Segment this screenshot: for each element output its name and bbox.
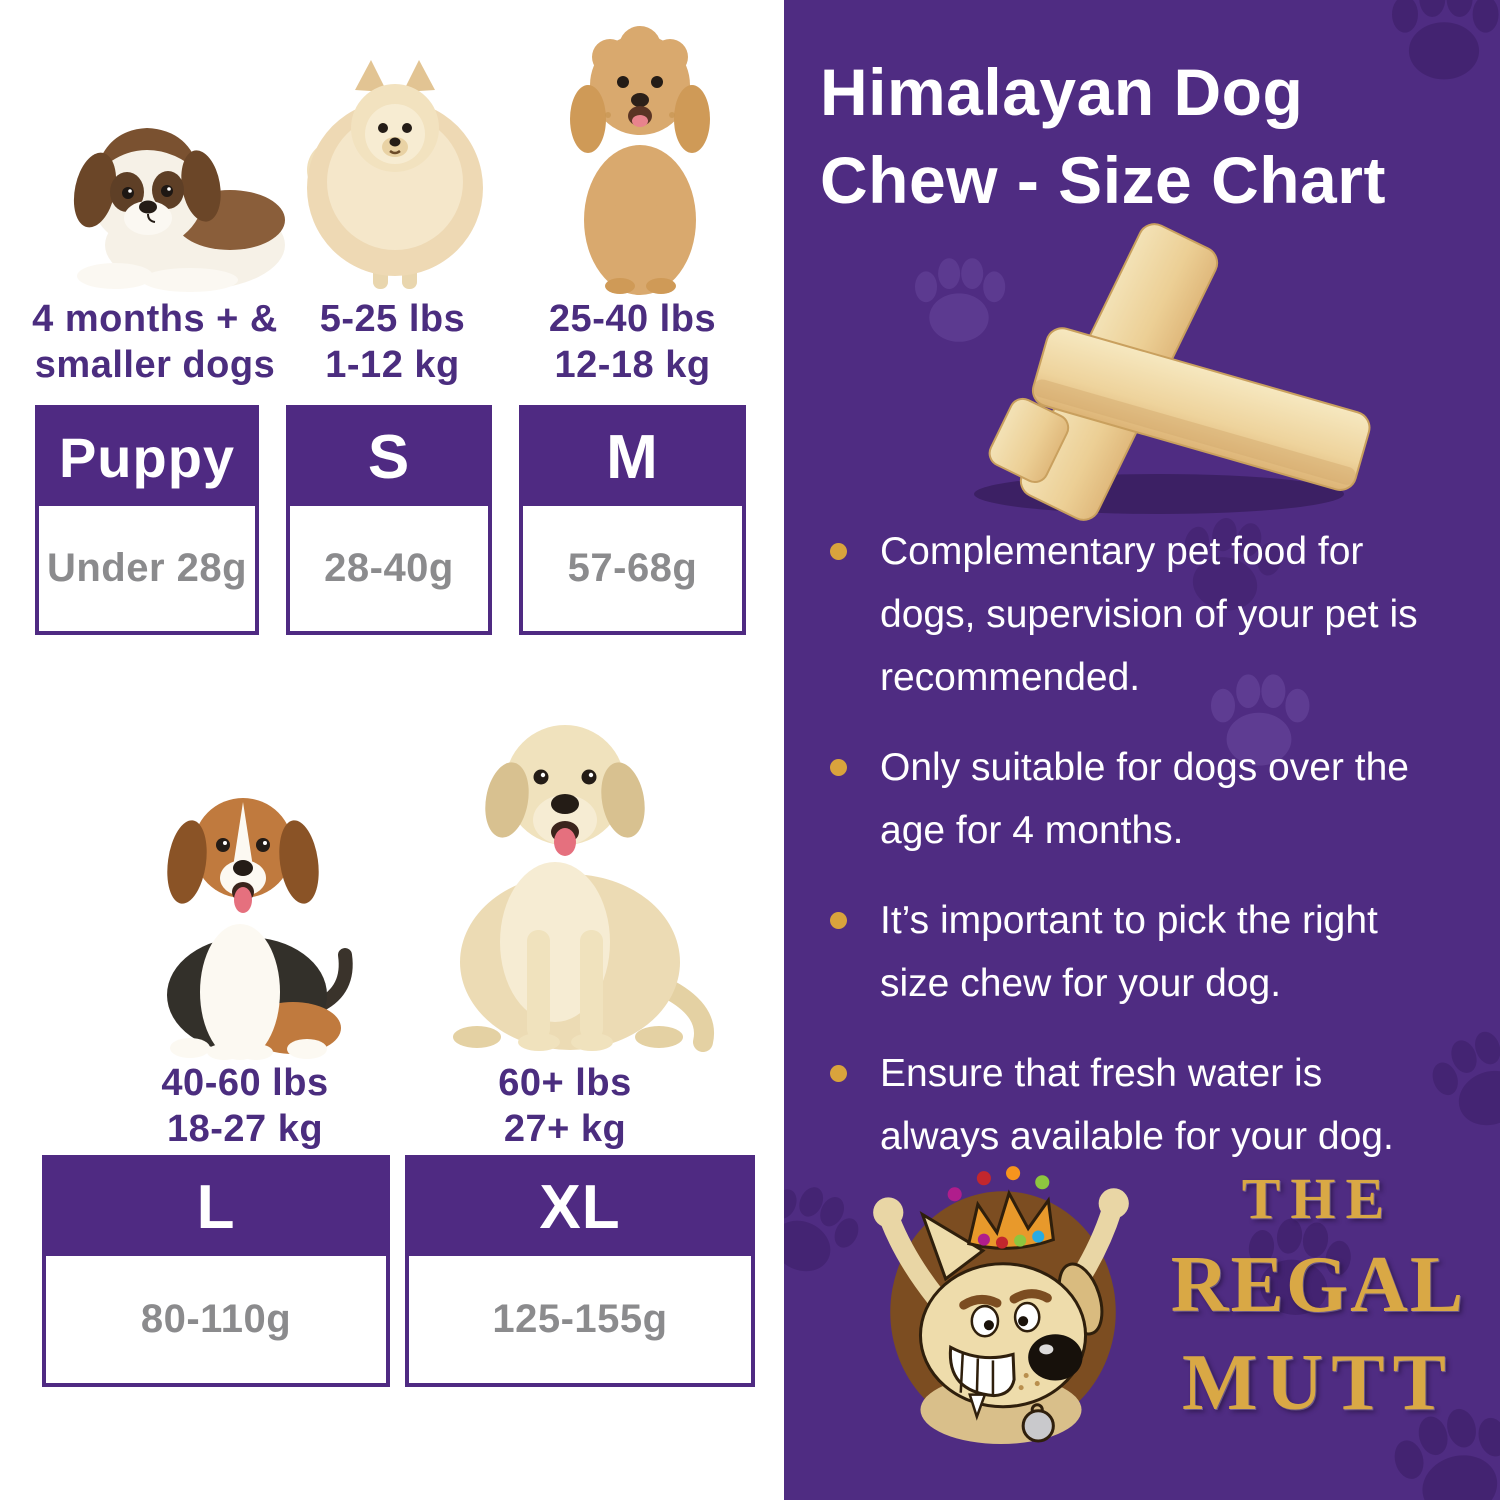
weight-line: 4 months + & [32, 298, 278, 340]
size-box-header: M [523, 409, 742, 506]
weight-label-small: 5-25 lbs 1-12 kg [300, 296, 485, 388]
bullet-line: It’s important to pick the right [880, 899, 1378, 942]
weight-line: 12-18 kg [554, 344, 711, 386]
paw-print-icon [915, 258, 1006, 342]
bullet-item: Only suitable for dogs over the age for … [828, 736, 1468, 862]
bullet-item: Complementary pet food for dogs, supervi… [828, 520, 1468, 709]
bullet-line: Ensure that fresh water is [880, 1052, 1323, 1095]
weight-label-puppy: 4 months + & smaller dogs [20, 296, 290, 388]
weight-line: 1-12 kg [325, 344, 460, 386]
regal-mutt-dog-icon [850, 1144, 1152, 1450]
size-label: XL [539, 1173, 621, 1242]
bullet-dot-icon [830, 759, 847, 776]
weight-line: 27+ kg [503, 1108, 627, 1150]
size-box-xl: XL 125-155g [405, 1155, 755, 1387]
size-label: S [367, 423, 411, 492]
size-box-m: M 57-68g [519, 405, 746, 635]
bullet-dot-icon [830, 912, 847, 929]
size-box-header: Puppy [39, 409, 255, 506]
regal-mutt-logo: THE REGAL MUTT [784, 1140, 1500, 1470]
grams-value: 80-110g [140, 1297, 292, 1341]
chew-product-image [944, 222, 1384, 522]
bullet-line: dogs, supervision of your pet is [880, 593, 1418, 636]
bullet-line: Complementary pet food for [880, 530, 1364, 573]
page-title-line: Chew - Size Chart [820, 143, 1386, 217]
poodle-photo [550, 25, 730, 295]
paw-print-icon [1248, 1218, 1351, 1315]
bullet-line: size chew for your dog. [880, 962, 1282, 1005]
size-box-body: 125-155g [409, 1256, 751, 1383]
size-box-body: 80-110g [46, 1256, 386, 1383]
bullet-item: It’s important to pick the right size ch… [828, 889, 1468, 1015]
bullet-line: recommended. [880, 656, 1141, 699]
logo-line: MUTT [1182, 1339, 1454, 1427]
bullet-dot-icon [830, 1065, 847, 1082]
paw-print-icon [1394, 1408, 1500, 1500]
grams-value: 57-68g [567, 546, 698, 590]
weight-label-xl: 60+ lbs 27+ kg [440, 1060, 690, 1152]
logo-line: THE [1241, 1166, 1395, 1231]
bullet-line: age for 4 months. [880, 809, 1184, 852]
regal-mutt-wordmark: THE REGAL MUTT [1150, 1162, 1486, 1432]
size-label: L [196, 1173, 236, 1242]
weight-line: 40-60 lbs [161, 1062, 329, 1104]
weight-label-large: 40-60 lbs 18-27 kg [120, 1060, 370, 1152]
size-box-puppy: Puppy Under 28g [35, 405, 259, 635]
paw-print-icon [1211, 674, 1310, 766]
weight-line: 18-27 kg [166, 1108, 324, 1150]
size-label: M [606, 423, 659, 492]
size-box-header: L [46, 1159, 386, 1256]
bullet-line: always available for your dog. [880, 1115, 1394, 1158]
info-bullet-list: Complementary pet food for dogs, supervi… [828, 520, 1468, 1195]
grams-value: 125-155g [492, 1297, 668, 1341]
size-box-body: 57-68g [523, 506, 742, 631]
logo-line: REGAL [1170, 1241, 1466, 1329]
size-box-header: S [290, 409, 488, 506]
size-box-body: Under 28g [39, 506, 255, 631]
paw-print-icon [1392, 0, 1499, 80]
bullet-line: Only suitable for dogs over the [880, 746, 1409, 789]
size-box-l: L 80-110g [42, 1155, 390, 1387]
bullet-item: Ensure that fresh water is always availa… [828, 1042, 1468, 1168]
info-panel: Himalayan Dog Chew - Size Chart [784, 0, 1500, 1500]
page-title: Himalayan Dog Chew - Size Chart [820, 48, 1386, 224]
labrador-photo [415, 690, 715, 1060]
grams-value: 28-40g [324, 546, 454, 590]
page-title-line: Himalayan Dog [820, 55, 1304, 129]
weight-line: 5-25 lbs [319, 298, 466, 340]
grams-value: Under 28g [46, 546, 248, 590]
pomeranian-photo [295, 50, 495, 295]
paw-print-icon [1432, 1031, 1500, 1126]
size-box-body: 28-40g [290, 506, 488, 631]
bullet-dot-icon [830, 543, 847, 560]
size-box-s: S 28-40g [286, 405, 492, 635]
shih-tzu-puppy-photo [55, 90, 290, 295]
weight-line: smaller dogs [34, 344, 276, 386]
paw-print-icon [784, 1187, 859, 1272]
size-label: Puppy [58, 426, 236, 489]
weight-line: 25-40 lbs [548, 298, 717, 340]
beagle-photo [135, 750, 355, 1060]
size-box-header: XL [409, 1159, 751, 1256]
paw-print-icon [1184, 517, 1282, 611]
weight-label-medium: 25-40 lbs 12-18 kg [515, 296, 750, 388]
weight-line: 60+ lbs [498, 1062, 632, 1104]
